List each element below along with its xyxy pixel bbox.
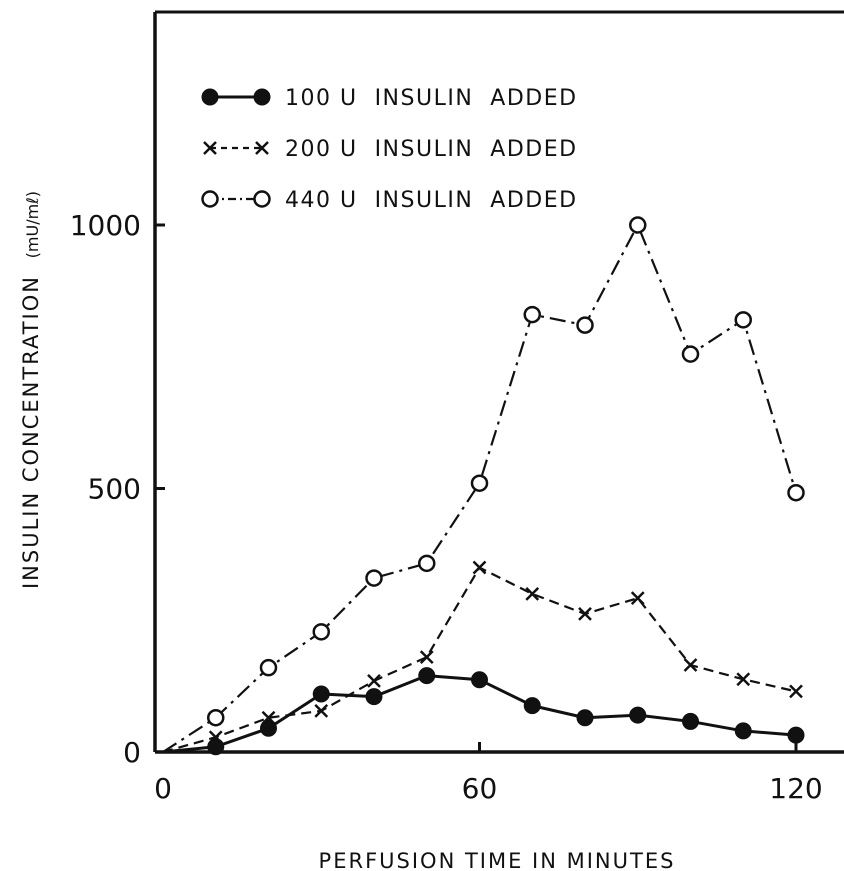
series-layer [162,216,805,756]
series-1-point [365,688,383,706]
legend-marker [253,190,271,208]
series-3-point [681,345,700,363]
legend-marker [201,190,219,208]
series-1-point [260,719,277,737]
series-2-point [367,673,381,688]
series-3 [162,216,805,753]
series-1-point [682,712,699,730]
series-1-point [418,667,436,685]
legend-marker [253,88,271,106]
x-tick-label: 120 [769,772,822,805]
series-3-point [470,474,489,492]
axis-ticks: 0 500 1000 0 60 120 [70,209,823,805]
series-2-point [578,607,592,621]
y-axis-unit: (mU/mℓ) [23,191,42,258]
x-axis-title: PERFUSION TIME IN MINUTES [319,849,676,871]
series-1-point [734,722,752,740]
legend-marker [203,141,217,155]
series-3-point [418,554,436,573]
series-1-point [576,709,594,727]
series-2-point [472,560,487,575]
x-tick-label: 60 [462,772,498,805]
series-2-point [314,704,329,718]
legend-item-2: 200 U INSULIN ADDED [203,137,578,162]
y-tick-label: 1000 [70,209,141,242]
series-1-point [207,738,225,756]
y-tick-label: 0 [123,736,141,769]
legend-label: 100 U INSULIN ADDED [285,86,578,111]
y-axis-title-text: INSULIN CONCENTRATION [19,275,43,589]
series-3-point [312,623,330,641]
series-2-point [630,591,645,605]
series-3-point [259,658,278,677]
series-2-point [789,684,803,699]
series-2-point [525,587,540,601]
legend-label: 200 U INSULIN ADDED [285,137,578,162]
series-3-point [734,311,752,329]
series-3-point [629,216,647,234]
series-1-point [629,706,647,724]
legend-item-1: 100 U INSULIN ADDED [201,86,578,111]
legend-label: 440 U INSULIN ADDED [285,188,578,213]
legend-marker [255,141,269,155]
series-2-point [736,672,751,687]
series-3-point [207,708,225,727]
series-1-point [787,726,805,744]
y-tick-label: 500 [88,473,141,506]
y-axis-title: INSULIN CONCENTRATION (mU/mℓ) [19,191,43,589]
legend-marker [201,88,219,106]
series-1-point [471,671,488,689]
legend: 100 U INSULIN ADDED 200 U INSULIN ADDED 44… [201,86,578,213]
x-tick-label: 0 [154,772,172,805]
legend-item-3: 440 U INSULIN ADDED [201,188,578,213]
series-2-point [419,650,434,665]
series-3-point [576,316,594,334]
series-1 [162,667,805,756]
plot-frame [153,10,844,754]
series-2-point [683,658,698,672]
series-1-point [523,697,541,715]
series-3-point [787,483,805,502]
series-3-point [365,569,383,587]
series-1-point [312,685,330,703]
series-3-point [523,305,541,324]
